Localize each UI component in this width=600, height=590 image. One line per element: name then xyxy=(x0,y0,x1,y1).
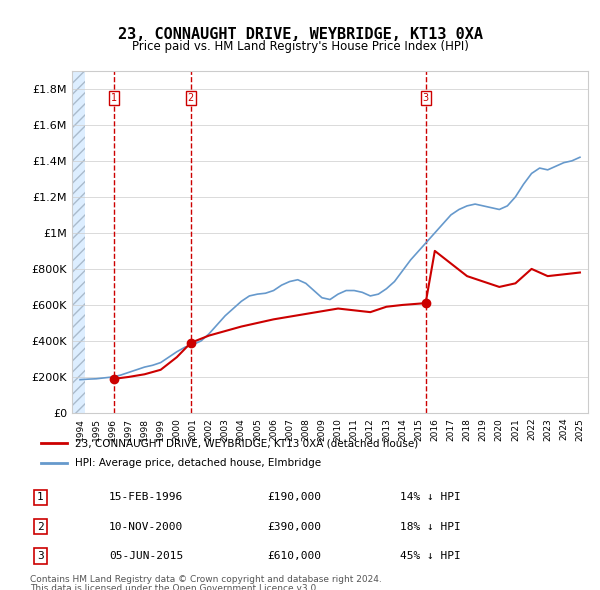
Text: 15-FEB-1996: 15-FEB-1996 xyxy=(109,493,184,502)
Text: 14% ↓ HPI: 14% ↓ HPI xyxy=(400,493,460,502)
Text: £610,000: £610,000 xyxy=(268,551,322,560)
Text: 23, CONNAUGHT DRIVE, WEYBRIDGE, KT13 0XA (detached house): 23, CONNAUGHT DRIVE, WEYBRIDGE, KT13 0XA… xyxy=(75,438,418,448)
Bar xyxy=(72,71,85,413)
Text: HPI: Average price, detached house, Elmbridge: HPI: Average price, detached house, Elmb… xyxy=(75,458,321,467)
Text: 23, CONNAUGHT DRIVE, WEYBRIDGE, KT13 0XA: 23, CONNAUGHT DRIVE, WEYBRIDGE, KT13 0XA xyxy=(118,27,482,41)
Text: 1: 1 xyxy=(111,93,118,103)
Text: 1: 1 xyxy=(37,493,44,502)
Text: £390,000: £390,000 xyxy=(268,522,322,532)
Text: 3: 3 xyxy=(422,93,428,103)
Text: 05-JUN-2015: 05-JUN-2015 xyxy=(109,551,184,560)
Text: Price paid vs. HM Land Registry's House Price Index (HPI): Price paid vs. HM Land Registry's House … xyxy=(131,40,469,53)
Text: £190,000: £190,000 xyxy=(268,493,322,502)
Text: 18% ↓ HPI: 18% ↓ HPI xyxy=(400,522,460,532)
Text: Contains HM Land Registry data © Crown copyright and database right 2024.: Contains HM Land Registry data © Crown c… xyxy=(30,575,382,584)
Text: 2: 2 xyxy=(188,93,194,103)
Text: This data is licensed under the Open Government Licence v3.0.: This data is licensed under the Open Gov… xyxy=(30,584,319,590)
Text: 45% ↓ HPI: 45% ↓ HPI xyxy=(400,551,460,560)
Text: 2: 2 xyxy=(37,522,44,532)
Text: 10-NOV-2000: 10-NOV-2000 xyxy=(109,522,184,532)
Text: 3: 3 xyxy=(37,551,44,560)
